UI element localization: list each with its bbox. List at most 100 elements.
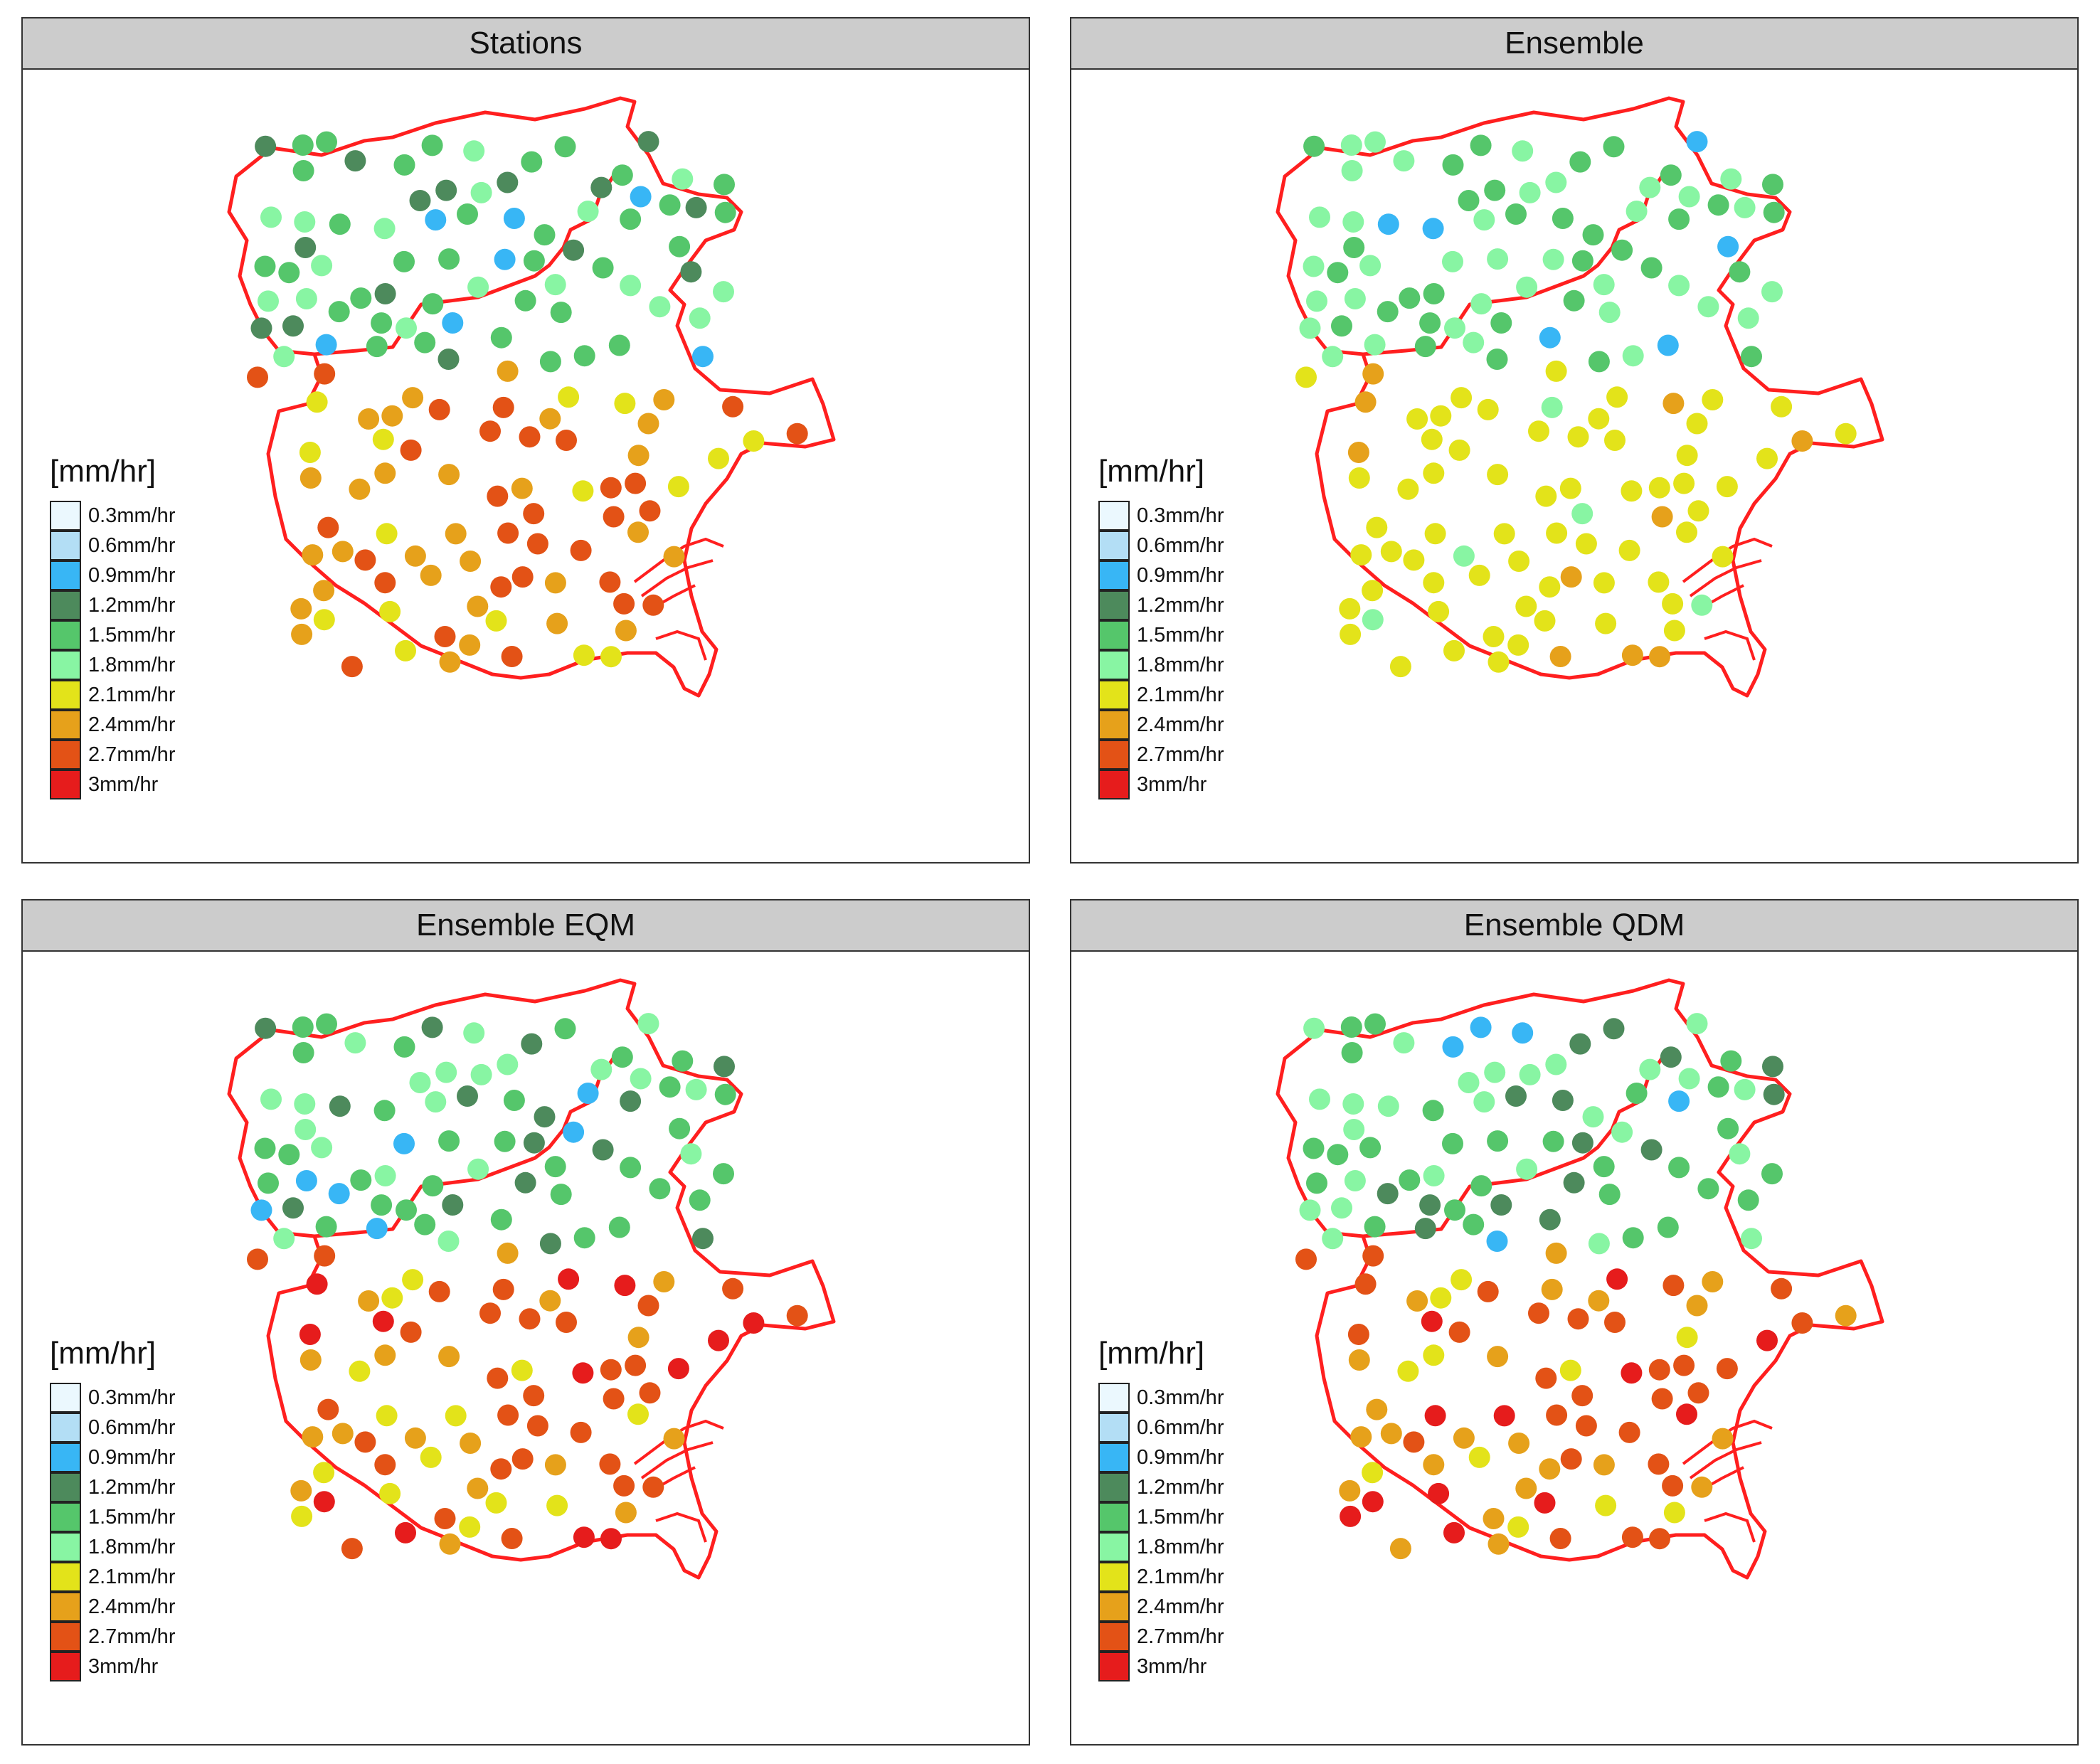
legend-label: 1.8mm/hr [1137, 653, 1224, 676]
station-point [1473, 209, 1495, 231]
station-point [1516, 276, 1538, 298]
station-point [1484, 1061, 1506, 1083]
legend-item: 2.4mm/hr [1098, 1592, 1224, 1622]
station-point [1662, 1475, 1684, 1497]
station-point [358, 1290, 380, 1312]
coastline [640, 559, 714, 597]
legend-label: 3mm/hr [1137, 772, 1207, 796]
station-point [381, 405, 403, 427]
coastline [1704, 629, 1756, 661]
station-point [292, 160, 314, 181]
station-point [1453, 1427, 1475, 1449]
station-point [313, 580, 335, 602]
station-point [1341, 160, 1363, 181]
coastline [1704, 1511, 1756, 1543]
station-point [501, 646, 523, 667]
station-point [350, 1169, 372, 1191]
station-point [1668, 208, 1690, 230]
station-point [470, 181, 492, 203]
station-point [294, 211, 316, 233]
legend-swatch [50, 680, 81, 710]
legend-label: 2.4mm/hr [88, 1595, 176, 1618]
legend-item: 1.2mm/hr [1098, 1472, 1224, 1502]
station-point [1606, 386, 1628, 408]
station-point [1422, 1100, 1444, 1122]
region-boundary [1276, 978, 1884, 1580]
station-point [306, 1273, 328, 1295]
legend-label: 0.3mm/hr [1137, 504, 1224, 527]
station-point [653, 389, 675, 410]
station-point [1516, 1158, 1538, 1180]
legend-label: 1.2mm/hr [1137, 593, 1224, 617]
station-point [1303, 1017, 1325, 1039]
station-point [497, 1053, 519, 1075]
station-point [402, 387, 424, 409]
station-point [1406, 1290, 1428, 1312]
legend: [mm/hr] 0.3mm/hr 0.6mm/hr 0.9mm/hr 1.2mm/hr 1… [1098, 454, 1224, 799]
station-point [611, 1046, 633, 1068]
station-point [1508, 1433, 1530, 1454]
station-point [1342, 211, 1364, 233]
legend-label: 0.9mm/hr [1137, 1445, 1224, 1469]
station-point [1686, 131, 1708, 153]
station-point [255, 135, 277, 157]
station-point [1567, 426, 1589, 448]
station-point [1569, 151, 1591, 173]
station-point [294, 1093, 316, 1115]
station-point [1593, 572, 1615, 594]
station-point [492, 396, 514, 418]
legend-label: 0.9mm/hr [88, 563, 176, 587]
legend-item: 0.3mm/hr [50, 501, 175, 531]
station-point [425, 209, 447, 231]
station-point [492, 1278, 514, 1300]
station-point [1720, 1050, 1742, 1072]
station-point [556, 1312, 577, 1333]
station-point [396, 317, 417, 339]
station-point [372, 1310, 394, 1332]
station-point [1389, 1538, 1411, 1560]
station-point [1741, 1228, 1762, 1250]
station-point [1673, 1354, 1695, 1376]
station-point [1515, 1477, 1537, 1499]
station-point [311, 255, 333, 277]
station-point [1639, 176, 1661, 198]
station-point [1563, 289, 1585, 312]
station-point [1763, 1083, 1785, 1105]
station-point [311, 1137, 333, 1159]
panel-title: Ensemble EQM [23, 900, 1029, 952]
station-point [1322, 346, 1344, 368]
station-point [1303, 1137, 1325, 1159]
legend-item: 1.8mm/hr [50, 650, 175, 680]
station-point [1651, 506, 1673, 528]
station-point [442, 1194, 464, 1216]
station-point [1545, 171, 1567, 193]
station-point [625, 472, 647, 494]
station-point [1389, 656, 1411, 678]
station-point [1423, 462, 1445, 484]
station-point [1470, 1175, 1492, 1197]
station-point [1712, 1428, 1734, 1450]
legend: [mm/hr] 0.3mm/hr 0.6mm/hr 0.9mm/hr 1.2mm/hr 1… [1098, 1336, 1224, 1681]
station-point [1468, 564, 1490, 586]
station-point [1571, 1132, 1593, 1154]
station-point [1729, 261, 1751, 283]
station-point [445, 1405, 467, 1427]
station-point [572, 480, 594, 502]
station-point [692, 1228, 714, 1250]
station-point [590, 1058, 612, 1080]
station-point [1295, 1248, 1317, 1270]
coastline [633, 537, 724, 583]
legend-item: 1.5mm/hr [50, 1502, 175, 1532]
station-point [1350, 544, 1372, 566]
station-point [1762, 1056, 1783, 1078]
station-point [1327, 1144, 1349, 1166]
station-point [470, 1063, 492, 1085]
station-point [558, 386, 580, 408]
station-point [1484, 179, 1506, 201]
station-point [637, 413, 659, 435]
station-point [1761, 1163, 1783, 1185]
station-point [1364, 1013, 1386, 1035]
station-point [313, 609, 335, 631]
station-point [1362, 363, 1384, 385]
station-point [421, 1016, 443, 1038]
